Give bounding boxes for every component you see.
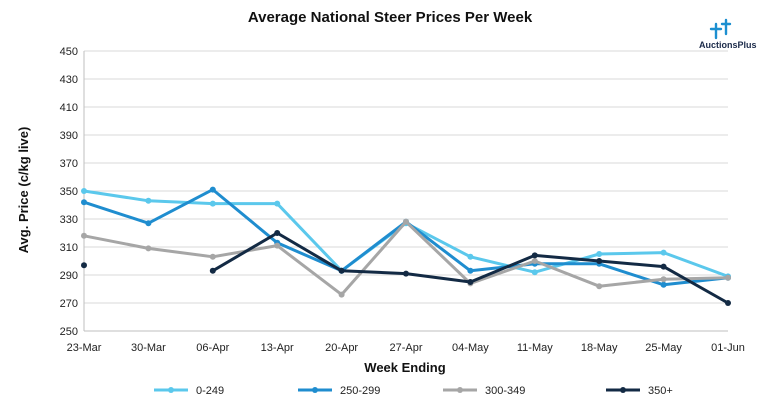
data-point	[467, 253, 474, 260]
data-point	[531, 258, 538, 264]
series-line-250-299	[83, 188, 729, 287]
series-0-249	[81, 188, 731, 280]
legend-label: 0-249	[196, 385, 224, 397]
y-tick-label: 270	[60, 298, 78, 310]
x-tick-label: 18-May	[581, 342, 618, 354]
y-tick-label: 330	[60, 214, 78, 226]
data-point	[81, 188, 87, 194]
logo-text: AuctionsPlus	[699, 40, 757, 50]
data-point	[660, 263, 667, 270]
data-point	[660, 276, 667, 283]
data-point	[81, 199, 87, 206]
y-tick-label: 410	[60, 102, 78, 114]
x-tick-label: 27-Apr	[389, 342, 422, 354]
x-tick-label: 06-Apr	[196, 342, 229, 354]
data-point	[209, 186, 216, 193]
data-point	[209, 253, 216, 260]
x-tick-label: 01-Jun	[711, 342, 745, 354]
y-tick-label: 370	[60, 158, 78, 170]
auctionsplus-logo: AuctionsPlus	[699, 18, 757, 50]
chart-title: Average National Steer Prices Per Week	[248, 9, 533, 26]
x-tick-label: 13-Apr	[261, 342, 294, 354]
y-axis-title: Avg. Price (c/kg live)	[16, 127, 31, 254]
y-tick-label: 390	[60, 130, 78, 142]
data-point	[338, 291, 345, 298]
x-tick-label: 23-Mar	[67, 342, 102, 354]
data-point	[145, 197, 152, 204]
x-axis-title: Week Ending	[364, 360, 445, 375]
series-line-300-349	[83, 220, 729, 297]
data-point	[660, 249, 667, 256]
x-axis-ticks: 23-Mar 30-Mar 06-Apr 13-Apr 20-Apr 27-Apr 04-M…	[67, 342, 745, 354]
data-point	[145, 220, 152, 227]
data-point	[403, 218, 409, 225]
legend-swatch-marker	[620, 387, 626, 393]
legend-item-250-299: 250-299	[298, 385, 380, 397]
y-tick-label: 430	[60, 74, 78, 86]
data-point	[725, 300, 731, 306]
legend-swatch-marker	[457, 387, 463, 393]
data-point	[596, 283, 603, 290]
data-point	[403, 270, 409, 277]
data-point	[209, 200, 216, 207]
legend-label: 300-349	[485, 385, 525, 397]
legend: 0-249 250-299 300-349 350+	[154, 385, 673, 397]
data-point	[274, 230, 281, 236]
data-point	[531, 252, 538, 259]
legend-swatch-marker	[312, 387, 318, 393]
legend-item-300-349: 300-349	[443, 385, 525, 397]
logo-mark-icon	[709, 18, 732, 40]
data-point	[467, 267, 474, 274]
x-tick-label: 11-May	[517, 342, 553, 354]
y-tick-label: 450	[60, 46, 78, 58]
y-tick-label: 290	[60, 270, 78, 282]
data-point	[209, 267, 216, 274]
gridlines	[83, 50, 728, 332]
data-point	[596, 251, 603, 257]
series-layer	[81, 186, 731, 306]
series-300-349	[81, 218, 731, 298]
data-point	[596, 258, 603, 264]
x-tick-label: 04-May	[452, 342, 489, 354]
y-tick-label: 250	[60, 326, 78, 338]
data-point	[274, 242, 281, 249]
y-tick-label: 350	[60, 186, 78, 198]
y-axis-ticks: 250 270 290 310 330 350 370 390 410 430 450	[60, 46, 78, 338]
x-tick-label: 25-May	[645, 342, 682, 354]
data-point	[145, 245, 152, 252]
legend-item-0-249: 0-249	[154, 385, 224, 397]
series-350+	[81, 230, 731, 306]
x-tick-label: 20-Apr	[325, 342, 358, 354]
data-point	[467, 279, 474, 285]
data-point	[338, 267, 345, 274]
data-point	[531, 269, 538, 276]
y-tick-label: 310	[60, 242, 78, 254]
legend-label: 350+	[648, 385, 673, 397]
data-point	[660, 281, 667, 288]
x-tick-label: 30-Mar	[131, 342, 166, 354]
data-point	[81, 262, 87, 269]
legend-label: 250-299	[340, 385, 380, 397]
legend-swatch-marker	[168, 387, 174, 393]
data-point	[81, 232, 87, 239]
data-point	[725, 274, 731, 281]
legend-item-350+: 350+	[606, 385, 673, 397]
data-point	[274, 200, 281, 207]
